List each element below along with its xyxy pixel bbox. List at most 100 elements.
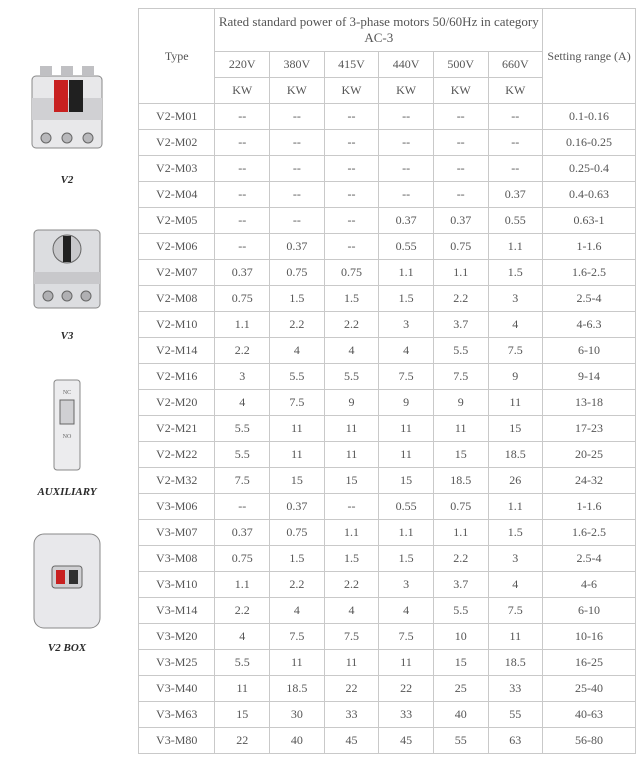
cell-type: V3-M14	[139, 598, 215, 624]
cell-value: 0.37	[488, 182, 543, 208]
cell-value: --	[379, 104, 434, 130]
cell-value: 2.2	[324, 312, 379, 338]
cell-value: 30	[270, 702, 325, 728]
cell-value: --	[324, 182, 379, 208]
cell-value: 0.37	[379, 208, 434, 234]
cell-value: 4	[215, 390, 270, 416]
cell-type: V2-M20	[139, 390, 215, 416]
cell-value: 11	[324, 416, 379, 442]
cell-value: --	[270, 156, 325, 182]
product-v2: V2	[8, 58, 126, 186]
cell-value: 10	[433, 624, 488, 650]
cell-value: 4	[324, 598, 379, 624]
cell-value: 1.1	[379, 520, 434, 546]
cell-type: V2-M10	[139, 312, 215, 338]
cell-type: V2-M02	[139, 130, 215, 156]
cell-type: V3-M25	[139, 650, 215, 676]
cell-value: 11	[270, 416, 325, 442]
cell-range: 0.63-1	[543, 208, 636, 234]
cell-value: 1.5	[270, 546, 325, 572]
cell-range: 4-6.3	[543, 312, 636, 338]
cell-value: 5.5	[433, 338, 488, 364]
cell-value: 22	[379, 676, 434, 702]
cell-range: 40-63	[543, 702, 636, 728]
table-row: V3-M080.751.51.51.52.232.5-4	[139, 546, 636, 572]
cell-value: 0.75	[324, 260, 379, 286]
product-label-v3: V3	[8, 330, 126, 342]
th-500v: 500V	[433, 52, 488, 78]
cell-value: 0.37	[270, 494, 325, 520]
table-row: V2-M070.370.750.751.11.11.51.6-2.5	[139, 260, 636, 286]
cell-range: 24-32	[543, 468, 636, 494]
cell-value: --	[379, 130, 434, 156]
spec-table: Type Rated standard power of 3-phase mot…	[138, 8, 636, 754]
cell-value: 15	[488, 416, 543, 442]
auxiliary-icon: NC NO	[42, 370, 92, 480]
cell-value: 1.5	[324, 546, 379, 572]
cell-value: 0.75	[270, 260, 325, 286]
th-kw-3: KW	[379, 78, 434, 104]
cell-value: 7.5	[433, 364, 488, 390]
th-type: Type	[139, 9, 215, 104]
cell-type: V3-M80	[139, 728, 215, 754]
th-kw-1: KW	[270, 78, 325, 104]
cell-value: 4	[270, 338, 325, 364]
cell-type: V2-M03	[139, 156, 215, 182]
cell-value: 33	[324, 702, 379, 728]
cell-value: 22	[215, 728, 270, 754]
cell-range: 16-25	[543, 650, 636, 676]
cell-value: 5.5	[433, 598, 488, 624]
cell-value: 1.5	[379, 286, 434, 312]
cell-value: 2.2	[433, 286, 488, 312]
table-row: V2-M02------------0.16-0.25	[139, 130, 636, 156]
cell-value: 4	[488, 572, 543, 598]
cell-value: --	[270, 104, 325, 130]
product-auxiliary: NC NO AUXILIARY	[8, 370, 126, 498]
cell-value: 15	[433, 442, 488, 468]
cell-value: 3.7	[433, 572, 488, 598]
cell-type: V2-M01	[139, 104, 215, 130]
cell-value: 11	[270, 650, 325, 676]
table-row: V2-M04----------0.370.4-0.63	[139, 182, 636, 208]
cell-value: 4	[379, 598, 434, 624]
cell-value: 11	[215, 676, 270, 702]
table-row: V2-M327.515151518.52624-32	[139, 468, 636, 494]
cell-value: 3	[379, 312, 434, 338]
cell-value: --	[270, 182, 325, 208]
cell-value: 0.37	[433, 208, 488, 234]
cell-type: V2-M08	[139, 286, 215, 312]
cell-value: 1.1	[488, 494, 543, 520]
cell-value: --	[488, 130, 543, 156]
cell-value: 2.2	[270, 572, 325, 598]
product-label-v2: V2	[8, 174, 126, 186]
cell-value: 26	[488, 468, 543, 494]
cell-value: --	[270, 130, 325, 156]
cell-value: 2.2	[215, 338, 270, 364]
cell-value: 0.75	[433, 494, 488, 520]
cell-value: 5.5	[215, 442, 270, 468]
cell-value: 0.75	[433, 234, 488, 260]
cell-value: 0.75	[270, 520, 325, 546]
cell-value: 7.5	[379, 364, 434, 390]
cell-type: V2-M05	[139, 208, 215, 234]
cell-value: --	[324, 234, 379, 260]
table-row: V2-M05------0.370.370.550.63-1	[139, 208, 636, 234]
cell-type: V3-M08	[139, 546, 215, 572]
table-row: V2-M06--0.37--0.550.751.11-1.6	[139, 234, 636, 260]
cell-value: 15	[324, 468, 379, 494]
product-label-v2box: V2 BOX	[8, 642, 126, 654]
table-row: V3-M8022404545556356-80	[139, 728, 636, 754]
cell-range: 25-40	[543, 676, 636, 702]
cell-value: 15	[433, 650, 488, 676]
table-row: V2-M142.24445.57.56-10	[139, 338, 636, 364]
cell-value: 4	[488, 312, 543, 338]
cell-value: 18.5	[433, 468, 488, 494]
cell-type: V3-M06	[139, 494, 215, 520]
cell-value: --	[488, 156, 543, 182]
cell-value: 5.5	[324, 364, 379, 390]
cell-range: 1.6-2.5	[543, 520, 636, 546]
table-row: V3-M255.51111111518.516-25	[139, 650, 636, 676]
cell-range: 13-18	[543, 390, 636, 416]
cell-range: 6-10	[543, 338, 636, 364]
cell-value: 40	[433, 702, 488, 728]
